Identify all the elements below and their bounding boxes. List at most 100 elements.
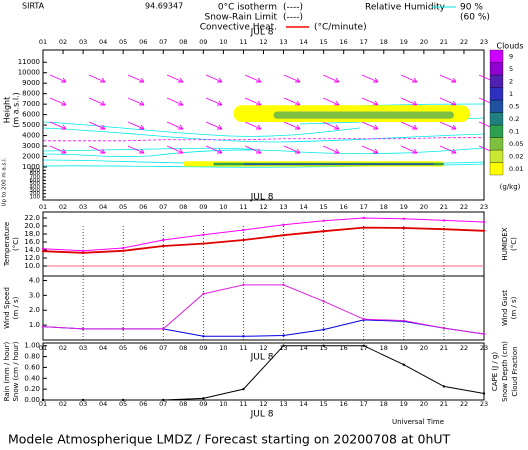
series-point <box>362 344 365 347</box>
y-tick-label: 16.0 <box>24 238 40 246</box>
y-tick-label: 100 <box>30 195 41 201</box>
wind-arrow <box>400 121 418 130</box>
x-tick-label: 06 <box>139 344 147 352</box>
wind-arrow <box>439 121 457 130</box>
x-tick-label: 03 <box>79 400 87 408</box>
wind-arrow <box>400 145 418 154</box>
wind-arrow <box>205 97 223 106</box>
legend-label: 0°C isotherm <box>218 3 277 13</box>
wind-arrow <box>205 121 223 130</box>
series-point <box>282 344 285 347</box>
colorbar-swatch <box>489 99 504 113</box>
date-label: JUL 8 <box>250 28 274 38</box>
wind-arrow <box>361 74 379 83</box>
legend-symbol: (----) <box>283 13 303 23</box>
wind-arrow <box>49 121 67 130</box>
colorbar-swatch <box>489 137 504 151</box>
x-tick-label: 11 <box>239 400 247 408</box>
x-tick-label: 19 <box>400 344 408 352</box>
humidity-label: Relative Humidity <box>365 3 446 13</box>
x-tick-label: 03 <box>79 203 87 211</box>
series-point <box>442 326 446 330</box>
series-point <box>482 229 486 232</box>
y-tick-label: 14.0 <box>24 246 40 254</box>
x-tick-label: 14 <box>299 38 307 46</box>
x-tick-label: 06 <box>139 400 147 408</box>
x-tick-label: 17 <box>360 344 368 352</box>
humidity-level: (60 %) <box>460 13 490 23</box>
series-point <box>202 335 205 338</box>
legend-label: Snow-Rain Limit <box>205 13 278 23</box>
series-point <box>282 223 285 226</box>
wind-arrow <box>283 97 301 106</box>
legend-unit: (°C/minute) <box>314 23 367 33</box>
legend-label: Convective Heat. <box>200 23 277 33</box>
y-tick-label: 1.0 <box>29 321 40 329</box>
wind-arrow <box>166 145 184 154</box>
wind-arrow <box>49 97 67 106</box>
x-tick-label: 18 <box>380 38 388 46</box>
y-tick-label: 6000 <box>22 111 40 119</box>
colorbar-swatch <box>489 149 504 163</box>
x-tick-label: 07 <box>159 203 167 211</box>
colorbar-swatch <box>489 87 504 101</box>
wind-arrow <box>361 121 379 130</box>
wind-arrow <box>283 145 301 154</box>
y-axis-label: Up to 200 m a.s.l. <box>2 157 8 206</box>
series-point <box>202 397 205 400</box>
x-tick-label: 15 <box>319 38 327 46</box>
wind-arrow <box>439 74 457 83</box>
series-point <box>282 234 285 237</box>
colorbar-label: 0.01 <box>509 165 523 173</box>
colorbar-label: 2 <box>509 77 513 85</box>
series-point <box>41 325 45 328</box>
humidity-level: 90 % <box>460 3 483 13</box>
series-point <box>402 319 406 322</box>
y-axis-label: (°C) <box>12 237 20 251</box>
y-tick-label: 0.20 <box>24 385 40 393</box>
colorbar-swatch <box>489 62 504 76</box>
x-tick-label: 14 <box>299 344 307 352</box>
x-tick-label: 18 <box>380 400 388 408</box>
series-point <box>81 251 85 254</box>
y-tick-label: 3000 <box>22 142 40 150</box>
y-tick-label: 4.0 <box>29 276 40 284</box>
cloud-layer <box>243 163 434 165</box>
x-tick-label: 15 <box>319 400 327 408</box>
series-point <box>41 398 45 402</box>
x-tick-label: 13 <box>279 400 287 408</box>
x-tick-label: 20 <box>420 203 428 211</box>
series-point <box>41 250 45 253</box>
y2-axis-label: (°C) <box>510 237 518 251</box>
series-point <box>242 387 245 391</box>
series-point <box>41 247 45 250</box>
series-point <box>362 216 365 220</box>
series-point <box>322 328 325 331</box>
series-point <box>482 332 486 336</box>
x-tick-label: 13 <box>279 344 287 352</box>
x-tick-label: 10 <box>219 203 227 211</box>
x-tick-label: 23 <box>480 203 488 211</box>
colorbar-swatch <box>489 74 504 88</box>
wind-arrow <box>400 97 418 106</box>
x-tick-label: 01 <box>39 400 47 408</box>
series-point <box>242 238 245 242</box>
rh-contour <box>42 147 485 157</box>
x-axis-label: Universal Time <box>392 418 444 426</box>
x-tick-label: 14 <box>299 400 307 408</box>
y-axis-label: (m a.s.l.) <box>12 92 21 128</box>
x-tick-label: 15 <box>319 203 327 211</box>
y2-axis-label: (m / s) <box>510 296 518 319</box>
y-tick-label: 5000 <box>22 121 40 129</box>
y-tick-label: 0.60 <box>24 363 40 371</box>
x-tick-label: 04 <box>99 344 107 352</box>
y-tick-label: 0.00 <box>24 396 40 404</box>
series-point <box>121 246 125 250</box>
date-label: JUL 8 <box>250 410 274 420</box>
colorbar-label: 0.02 <box>509 152 523 160</box>
x-tick-label: 22 <box>460 38 468 46</box>
x-tick-label: 19 <box>400 38 408 46</box>
series-point <box>322 344 325 347</box>
colorbar-label: 0.2 <box>509 115 519 123</box>
